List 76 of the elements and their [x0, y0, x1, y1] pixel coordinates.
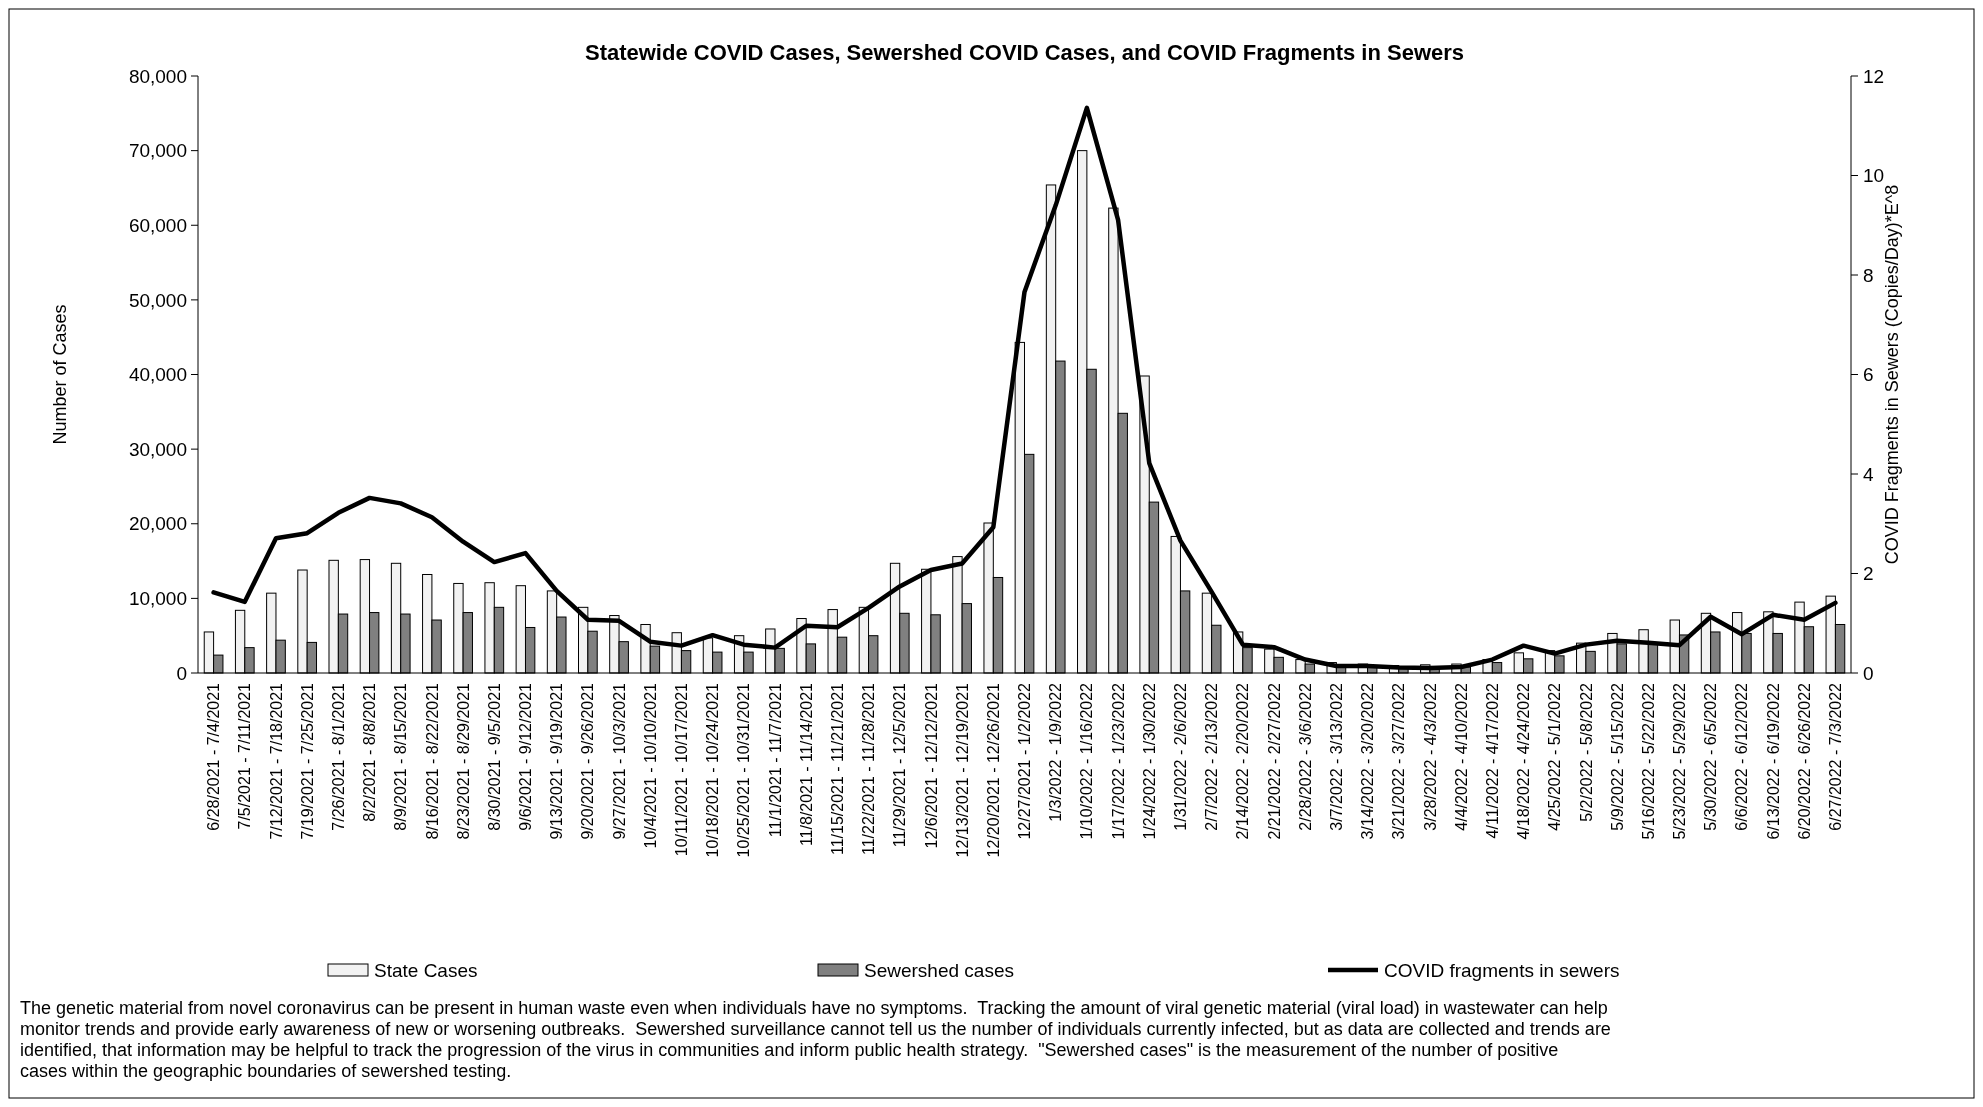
- x-tick-label: 3/14/2022 - 3/20/2022: [1359, 682, 1377, 840]
- y2-axis-title: COVID Fragments in Sewers (Copies/Day)*E^8: [1882, 184, 1902, 565]
- x-tick-label: 12/6/2021 - 12/12/2021: [922, 682, 940, 849]
- x-tick-label: 5/9/2022 - 5/15/2022: [1608, 682, 1626, 831]
- x-tick-label: 4/18/2022 - 4/24/2022: [1515, 682, 1533, 840]
- x-tick-label: 5/23/2022 - 5/29/2022: [1671, 682, 1689, 840]
- y-tick-label: 70,000: [128, 140, 187, 162]
- x-tick-label: 6/27/2022 - 7/3/2022: [1827, 682, 1845, 831]
- y-tick-label: 30,000: [128, 438, 187, 460]
- y2-tick-label: 10: [1863, 165, 1885, 187]
- y2-tick-label: 12: [1863, 65, 1885, 87]
- x-tick-label: 2/14/2022 - 2/20/2022: [1234, 682, 1252, 840]
- x-tick-label: 11/29/2021 - 12/5/2021: [891, 682, 909, 848]
- y2-tick-label: 0: [1863, 662, 1874, 684]
- x-tick-label: 2/7/2022 - 2/13/2022: [1203, 682, 1221, 831]
- x-tick-label: 7/19/2021 - 7/25/2021: [298, 682, 316, 840]
- x-tick-label: 3/21/2022 - 3/27/2022: [1390, 682, 1408, 840]
- x-tick-label: 5/30/2022 - 6/5/2022: [1702, 682, 1720, 831]
- x-tick-label: 8/30/2021 - 9/5/2021: [485, 682, 503, 831]
- x-tick-label: 11/15/2021 - 11/21/2021: [828, 682, 846, 855]
- x-tick-label: 9/6/2021 - 9/12/2021: [517, 682, 535, 831]
- x-tick-label: 8/2/2021 - 8/8/2021: [361, 682, 379, 822]
- x-tick-label: 1/17/2022 - 1/23/2022: [1109, 682, 1127, 840]
- y2-tick-label: 4: [1863, 463, 1874, 485]
- x-tick-label: 2/28/2022 - 3/6/2022: [1296, 682, 1314, 831]
- x-tick-label: 7/12/2021 - 7/18/2021: [267, 682, 285, 840]
- x-tick-label: 6/13/2022 - 6/19/2022: [1764, 682, 1782, 840]
- x-tick-label: 11/22/2021 - 11/28/2021: [860, 682, 878, 855]
- x-tick-label: 12/27/2021 - 1/2/2022: [1016, 682, 1034, 840]
- x-tick-label: 12/13/2021 - 12/19/2021: [953, 682, 971, 858]
- y2-tick-label: 8: [1863, 264, 1874, 286]
- x-tick-label: 5/2/2022 - 5/8/2022: [1577, 682, 1595, 822]
- x-tick-label: 8/9/2021 - 8/15/2021: [392, 682, 410, 831]
- x-tick-label: 11/8/2021 - 11/14/2021: [797, 682, 815, 847]
- y-tick-label: 20,000: [128, 513, 187, 535]
- x-tick-label: 1/24/2022 - 1/30/2022: [1140, 682, 1158, 840]
- legend-label: Sewershed cases: [864, 959, 1014, 981]
- x-tick-label: 1/3/2022 - 1/9/2022: [1047, 682, 1065, 822]
- x-tick-label: 4/25/2022 - 5/1/2022: [1546, 682, 1564, 831]
- x-tick-label: 10/18/2021 - 10/24/2021: [704, 682, 722, 858]
- x-tick-label: 6/28/2021 - 7/4/2021: [205, 682, 223, 831]
- x-tick-label: 1/10/2022 - 1/16/2022: [1078, 682, 1096, 840]
- y-tick-label: 10,000: [128, 588, 187, 610]
- legend-label: State Cases: [374, 959, 478, 981]
- x-tick-label: 3/28/2022 - 4/3/2022: [1421, 682, 1439, 831]
- x-tick-label: 12/20/2021 - 12/26/2021: [984, 682, 1002, 858]
- x-tick-label: 10/25/2021 - 10/31/2021: [735, 682, 753, 858]
- x-tick-label: 10/4/2021 - 10/10/2021: [641, 682, 659, 849]
- y2-tick-label: 6: [1863, 364, 1874, 386]
- chart-title: Statewide COVID Cases, Sewershed COVID Cases, and COVID Fragments in Sewers: [584, 40, 1465, 65]
- x-tick-label: 2/21/2022 - 2/27/2022: [1265, 682, 1283, 840]
- x-tick-label: 5/16/2022 - 5/22/2022: [1639, 682, 1657, 840]
- y-tick-label: 50,000: [128, 289, 187, 311]
- x-tick-label: 9/20/2021 - 9/26/2021: [579, 682, 597, 840]
- x-tick-label: 10/11/2021 - 10/17/2021: [673, 682, 691, 857]
- x-tick-label: 6/20/2022 - 6/26/2022: [1795, 682, 1813, 840]
- x-tick-label: 8/16/2021 - 8/22/2021: [423, 682, 441, 840]
- x-tick-label: 8/23/2021 - 8/29/2021: [454, 682, 472, 840]
- y-tick-label: 0: [176, 662, 187, 684]
- x-tick-label: 9/27/2021 - 10/3/2021: [610, 682, 628, 840]
- x-tick-label: 1/31/2022 - 2/6/2022: [1172, 682, 1190, 831]
- x-tick-label: 9/13/2021 - 9/19/2021: [548, 682, 566, 840]
- legend-label: COVID fragments in sewers: [1384, 959, 1620, 981]
- x-tick-label: 6/6/2022 - 6/12/2022: [1733, 682, 1751, 831]
- x-tick-label: 3/7/2022 - 3/13/2022: [1327, 682, 1345, 831]
- x-tick-label: 7/5/2021 - 7/11/2021: [236, 682, 254, 830]
- x-tick-label: 11/1/2021 - 11/7/2021: [766, 682, 784, 838]
- y-axis-title: Number of Cases: [50, 304, 70, 445]
- y2-tick-label: 2: [1863, 563, 1874, 585]
- x-tick-label: 4/11/2022 - 4/17/2022: [1483, 682, 1501, 839]
- y-tick-label: 80,000: [128, 65, 187, 87]
- y-tick-label: 60,000: [128, 214, 187, 236]
- x-tick-label: 7/26/2021 - 8/1/2021: [329, 682, 347, 831]
- x-tick-label: 4/4/2022 - 4/10/2022: [1452, 682, 1470, 831]
- y-tick-label: 40,000: [128, 364, 187, 386]
- text: The genetic material from novel coronavirus can be present in human waste even when individuals have no symptoms. Tracking the amount of viral genetic material (viral load) in wastewater can help monitor trends and provide early awareness of new or worsening outbreaks. Sewershed surveillance cannot tell us the number of individuals currently infected, but as data are collected and trends are identified, that information may be helpful to track the progression of the virus in communities and inform public health strategy. "Sewershed cases" is the measurement of the number of positive cases within the geographic boundaries of sewershed testing.: [20, 998, 1611, 1081]
